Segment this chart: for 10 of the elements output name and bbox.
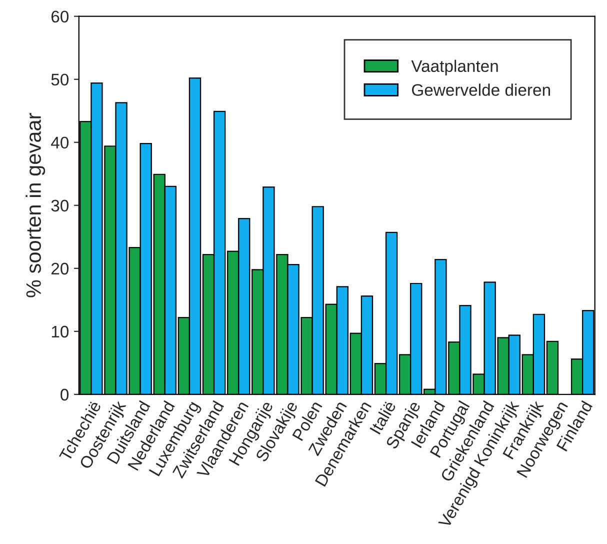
y-tick-label: 20 <box>51 262 69 275</box>
y-tick-label: 30 <box>51 200 69 212</box>
legend-label: Gewervelde dieren <box>412 84 550 96</box>
y-tick-label: 40 <box>51 136 69 149</box>
y-tick-label: 60 <box>52 10 69 23</box>
y-tick-label: 10 <box>52 326 69 338</box>
y-tick-label: 0 <box>60 388 69 401</box>
y-tick-label: 50 <box>51 74 69 86</box>
legend-label: Vaatplanten <box>411 60 498 76</box>
y-axis-title: % soorten in gevaar <box>26 113 46 298</box>
